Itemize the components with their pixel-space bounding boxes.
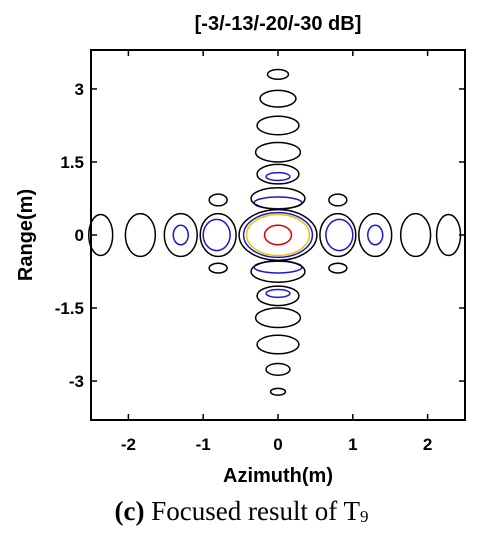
- contour-30db-28: [259, 89, 297, 108]
- y-tick-label-3: -1.5: [55, 299, 84, 318]
- y-tick-label-4: -3: [69, 372, 84, 391]
- contour-20db-4: [325, 218, 354, 252]
- contour-13db-1: [245, 213, 311, 257]
- contour-30db-12: [319, 212, 357, 258]
- contour-20db-10: [265, 171, 291, 182]
- contour-30db-13: [199, 212, 237, 258]
- x-tick-label-0: -2: [121, 435, 136, 454]
- contour-30db-17: [124, 212, 157, 258]
- plot-area: -2 -1 0 1 2 3 1.5 0 -1.5 -3: [55, 49, 466, 454]
- caption-label: (c): [114, 496, 145, 526]
- axis-tick-labels: -2 -1 0 1 2 3 1.5 0 -1.5 -3: [55, 80, 433, 454]
- x-tick-label-2: 0: [273, 435, 282, 454]
- y-tick-label-1: 1.5: [60, 153, 84, 172]
- y-tick-label-0: 3: [75, 80, 84, 99]
- plot-frame: [90, 49, 466, 421]
- contour-30db-24: [254, 141, 302, 163]
- contour-20db-11: [265, 288, 291, 299]
- contour-30db-19: [88, 213, 114, 257]
- axis-ticks: [91, 50, 465, 420]
- caption-subscript: 9: [359, 507, 369, 526]
- contour-30db-23: [256, 285, 300, 307]
- contour-30db-31: [269, 387, 287, 396]
- contour-30db-16: [399, 212, 432, 258]
- contour-30db-14: [358, 212, 393, 258]
- contour-30db-26: [256, 115, 300, 136]
- contour-30db-33: [208, 193, 228, 207]
- contour-30db-29: [265, 362, 291, 376]
- contour-30db-32: [328, 193, 348, 207]
- contour-3db-0: [263, 224, 293, 246]
- x-axis-label: Azimuth(m): [223, 465, 333, 487]
- contour-20db-5: [202, 218, 231, 252]
- contour-30db-21: [250, 260, 306, 283]
- contour-30db-20: [250, 187, 306, 210]
- contour-20db-6: [367, 224, 384, 246]
- caption-text: Focused result of T: [144, 496, 360, 526]
- contour-30db-35: [208, 262, 228, 274]
- contour-30db-25: [254, 307, 302, 329]
- x-tick-label-4: 2: [423, 435, 432, 454]
- y-tick-label-2: 0: [75, 226, 84, 245]
- contour-20db-2: [242, 211, 314, 259]
- y-axis-label: Range(m): [15, 189, 37, 281]
- x-tick-label-3: 1: [348, 435, 357, 454]
- x-tick-label-1: -1: [196, 435, 211, 454]
- contour-20db-7: [172, 224, 189, 246]
- contour-30db-30: [266, 68, 290, 80]
- chart-title: [-3/-13/-20/-30 dB]: [195, 13, 362, 35]
- contour-30db-34: [328, 262, 348, 274]
- contour-30db-22: [256, 163, 300, 185]
- contour-30db-15: [163, 212, 198, 258]
- figure-caption: (c) Focused result of T9: [0, 496, 483, 527]
- contour-30db-27: [256, 334, 300, 355]
